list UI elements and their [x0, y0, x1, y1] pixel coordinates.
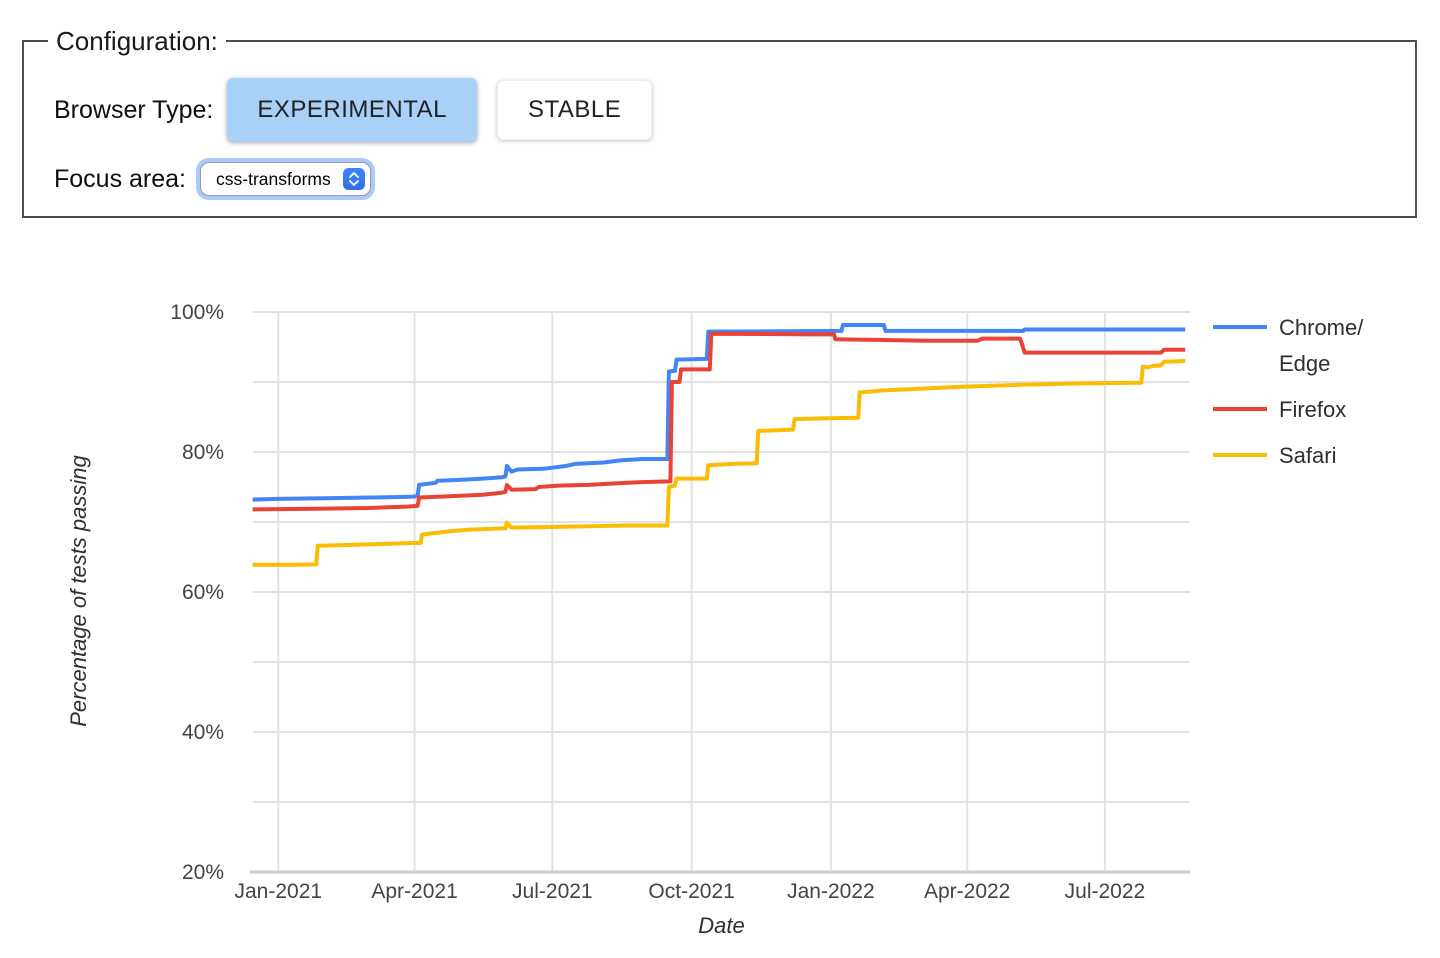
y-axis-title: Percentage of tests passing	[66, 454, 91, 726]
series-line-safari	[252, 359, 1186, 567]
x-tick-label: Jan-2021	[235, 880, 323, 903]
configuration-panel: Configuration: Browser Type: EXPERIMENTA…	[22, 26, 1417, 218]
y-tick-label: 60%	[182, 581, 224, 604]
x-tick-label: Jul-2022	[1065, 880, 1146, 903]
series-line-firefox	[252, 331, 1186, 512]
x-tick-label: Jan-2022	[787, 880, 875, 903]
focus-area-row: Focus area: css-transforms	[54, 162, 1415, 196]
focus-area-select[interactable]: css-transforms	[200, 162, 371, 196]
y-tick-label: 40%	[182, 721, 224, 744]
x-tick-label: Apr-2021	[371, 880, 457, 903]
browser-type-row: Browser Type: EXPERIMENTAL STABLE	[54, 78, 1415, 142]
x-tick-label: Apr-2022	[924, 880, 1010, 903]
browser-type-label: Browser Type:	[54, 95, 214, 124]
legend-label-chrome-edge: Edge	[1279, 351, 1330, 376]
x-tick-label: Oct-2021	[648, 880, 734, 903]
y-tick-label: 20%	[182, 861, 224, 884]
focus-area-label: Focus area:	[54, 164, 187, 193]
legend-label-safari: Safari	[1279, 443, 1336, 468]
x-tick-label: Jul-2021	[512, 880, 593, 903]
legend-label-firefox: Firefox	[1279, 397, 1346, 422]
browser-type-experimental-button[interactable]: EXPERIMENTAL	[227, 78, 477, 142]
configuration-legend: Configuration:	[56, 26, 218, 56]
legend-label-chrome-edge: Chrome/	[1279, 315, 1364, 340]
y-tick-label: 100%	[170, 301, 224, 324]
series-line-chrome-edge	[252, 323, 1186, 502]
focus-area-selected-value: css-transforms	[216, 168, 331, 189]
x-axis-title: Date	[698, 913, 744, 938]
select-stepper-icon	[342, 168, 365, 190]
y-tick-label: 80%	[182, 441, 224, 464]
browser-type-stable-button[interactable]: STABLE	[496, 80, 653, 140]
